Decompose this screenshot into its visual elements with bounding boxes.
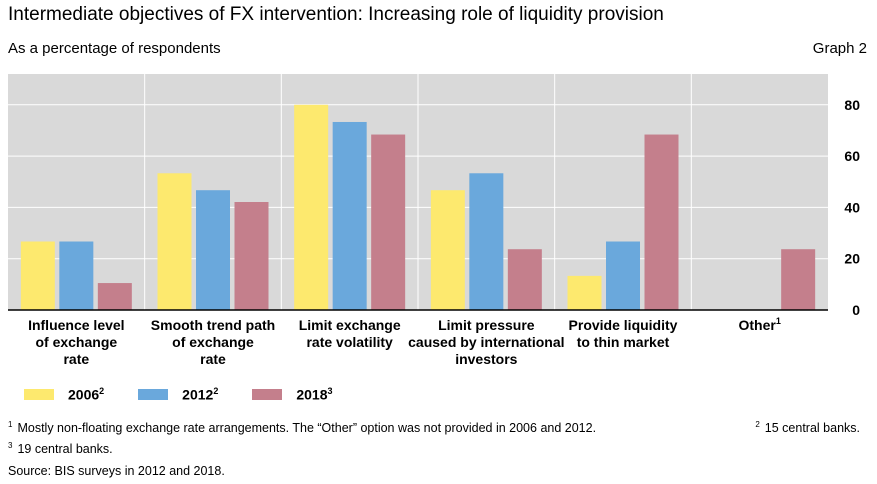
legend-item-2006: 20062 <box>24 386 104 403</box>
y-tick-label-80: 80 <box>844 97 860 113</box>
chart-title: Intermediate objectives of FX interventi… <box>8 4 664 25</box>
chart-subtitle: As a percentage of respondents <box>8 40 221 57</box>
x-category-label-5: Other1 <box>738 316 780 333</box>
legend-item-2012: 20122 <box>138 386 218 403</box>
bar-2006-3 <box>430 190 465 310</box>
legend-swatch-2012 <box>138 388 169 400</box>
bar-2018-5 <box>781 249 816 310</box>
bar-2018-4 <box>644 134 679 310</box>
bar-2006-0 <box>20 241 55 310</box>
y-tick-label-40: 40 <box>844 199 860 215</box>
bar-2018-0 <box>97 283 132 310</box>
legend: 20062 20122 20183 <box>24 386 333 403</box>
bar-2018-3 <box>507 249 542 310</box>
footnote-line-2: 3 19 central banks. <box>8 441 113 457</box>
legend-label-2006: 20062 <box>68 386 105 403</box>
source-note: Source: BIS surveys in 2012 and 2018. <box>8 464 225 478</box>
bar-2012-4 <box>606 241 640 310</box>
x-category-label-3: Limit pressure caused by international inv… <box>408 317 564 367</box>
graph-number: Graph 2 <box>812 40 867 57</box>
legend-item-2018: 20183 <box>252 386 333 403</box>
bar-2018-1 <box>234 202 269 310</box>
bar-chart: 0 20 40 60 80 Influence level of exchange rate S… <box>8 74 860 367</box>
x-category-label-0: Influence level of exchange rate <box>28 317 124 367</box>
legend-swatch-2018 <box>252 388 283 400</box>
y-tick-label-20: 20 <box>844 251 860 267</box>
legend-swatch-2006 <box>24 388 54 400</box>
x-category-label-2: Limit exchange rate volatility <box>299 317 401 350</box>
footnote-line-1: 1 Mostly non-floating exchange rate arran… <box>8 420 860 436</box>
x-category-label-1: Smooth trend path of exchange rate <box>151 317 275 367</box>
bar-2006-4 <box>567 275 602 310</box>
footnotes: 1 Mostly non-floating exchange rate arran… <box>8 416 860 458</box>
legend-label-2012: 20122 <box>182 386 219 403</box>
y-tick-label-0: 0 <box>852 302 860 318</box>
bar-2006-1 <box>157 173 192 310</box>
bar-2012-1 <box>196 190 230 310</box>
legend-label-2018: 20183 <box>296 386 333 403</box>
x-category-label-4: Provide liquidity to thin market <box>569 317 678 350</box>
bar-2012-2 <box>332 121 367 310</box>
bar-2018-2 <box>371 134 406 310</box>
bar-2012-0 <box>59 241 94 310</box>
y-tick-label-60: 60 <box>844 148 860 164</box>
bar-2006-2 <box>294 104 329 310</box>
bar-2012-3 <box>469 173 504 310</box>
